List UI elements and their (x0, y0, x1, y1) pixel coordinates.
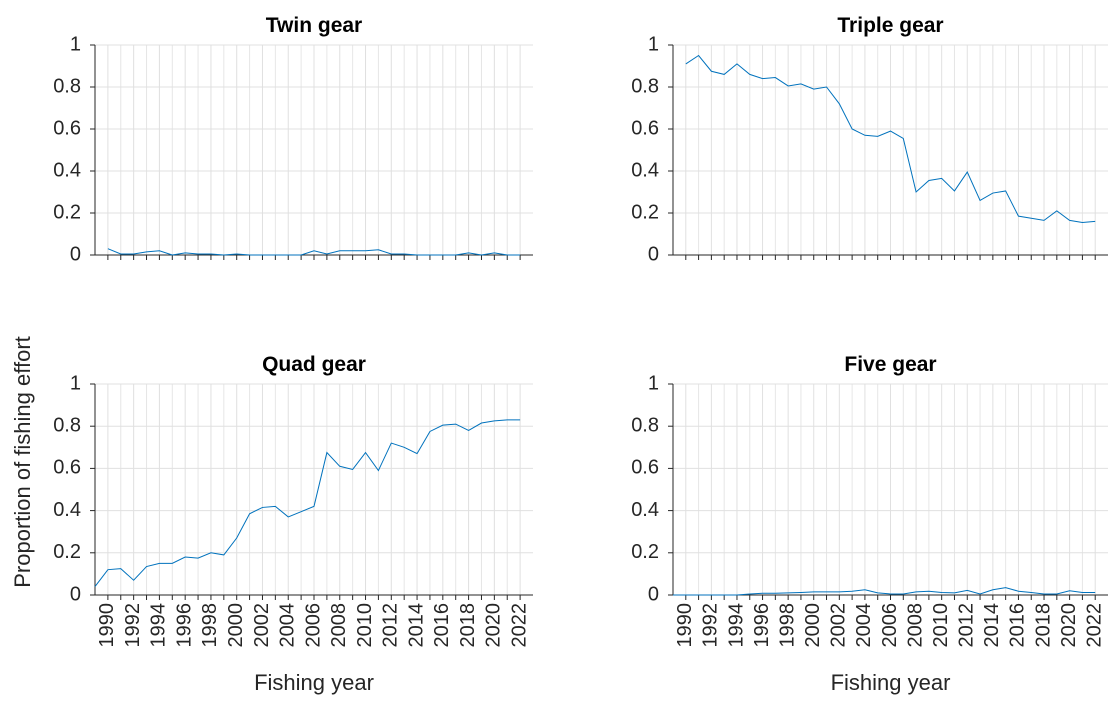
x-tick-label: 2008 (904, 603, 926, 648)
x-tick-label: 1996 (173, 603, 195, 648)
y-tick-label: 0.4 (53, 499, 81, 521)
x-tick-label: 2000 (225, 603, 247, 648)
x-tick-label: 2014 (405, 603, 427, 648)
y-tick-label: 0.8 (631, 414, 659, 436)
x-tick-label: 2016 (431, 603, 453, 648)
x-tick-label: 2010 (930, 603, 952, 648)
y-tick-label: 0.6 (631, 117, 659, 139)
y-tick-label: 0.6 (631, 457, 659, 479)
y-tick-label: 0 (648, 583, 659, 605)
y-tick-label: 0.2 (53, 541, 81, 563)
x-tick-label: 1994 (725, 603, 747, 648)
y-tick-label: 0.8 (53, 414, 81, 436)
x-tick-label: 2014 (981, 603, 1003, 648)
x-tick-label: 2022 (508, 603, 530, 648)
x-tick-label: 2012 (956, 603, 978, 648)
x-tick-label: 2002 (251, 603, 273, 648)
y-tick-label: 0.6 (53, 457, 81, 479)
x-tick-label: 2006 (879, 603, 901, 648)
x-tick-label: 2010 (354, 603, 376, 648)
y-tick-label: 0.4 (631, 499, 659, 521)
x-tick-label: 1990 (96, 603, 118, 648)
x-tick-label: 2004 (853, 603, 875, 648)
y-axis-label: Proportion of fishing effort (10, 336, 35, 588)
x-tick-label: 2016 (1007, 603, 1029, 648)
x-tick-label: 2020 (483, 603, 505, 648)
x-tick-label: 2020 (1058, 603, 1080, 648)
x-tick-label: 1990 (674, 603, 696, 648)
x-tick-label: 2000 (802, 603, 824, 648)
x-axis-label: Fishing year (831, 670, 951, 695)
y-tick-label: 0.4 (631, 159, 659, 181)
x-tick-label: 2018 (457, 603, 479, 648)
y-tick-label: 0.2 (631, 201, 659, 223)
y-tick-label: 0.2 (631, 541, 659, 563)
chart-title: Quad gear (262, 353, 366, 376)
y-tick-label: 0.8 (631, 75, 659, 97)
y-tick-label: 0 (648, 243, 659, 265)
chart-title: Twin gear (266, 14, 362, 37)
x-tick-label: 1994 (148, 603, 170, 648)
x-tick-label: 1992 (700, 603, 722, 648)
x-tick-label: 2018 (1032, 603, 1054, 648)
y-tick-label: 0.6 (53, 117, 81, 139)
data-line (673, 587, 1096, 596)
y-tick-label: 1 (70, 372, 81, 394)
y-tick-label: 1 (70, 33, 81, 55)
x-tick-label: 1998 (776, 603, 798, 648)
x-tick-label: 2012 (380, 603, 402, 648)
x-tick-label: 1998 (199, 603, 221, 648)
data-line (107, 248, 521, 256)
x-tick-label: 1992 (122, 603, 144, 648)
y-tick-label: 0.4 (53, 159, 81, 181)
x-tick-label: 2004 (277, 603, 299, 648)
x-tick-label: 2006 (302, 603, 324, 648)
x-tick-label: 2002 (828, 603, 850, 648)
y-tick-label: 0 (70, 243, 81, 265)
chart-title: Triple gear (837, 14, 943, 37)
x-tick-label: 1996 (751, 603, 773, 648)
data-line (685, 54, 1096, 223)
y-tick-label: 0 (70, 583, 81, 605)
y-tick-label: 1 (648, 372, 659, 394)
x-axis-label: Fishing year (254, 670, 374, 695)
x-tick-label: 2008 (328, 603, 350, 648)
y-tick-label: 0.8 (53, 75, 81, 97)
y-tick-label: 1 (648, 33, 659, 55)
y-tick-label: 0.2 (53, 201, 81, 223)
data-line (94, 419, 521, 587)
x-tick-label: 2022 (1083, 603, 1105, 648)
chart-title: Five gear (844, 353, 936, 376)
